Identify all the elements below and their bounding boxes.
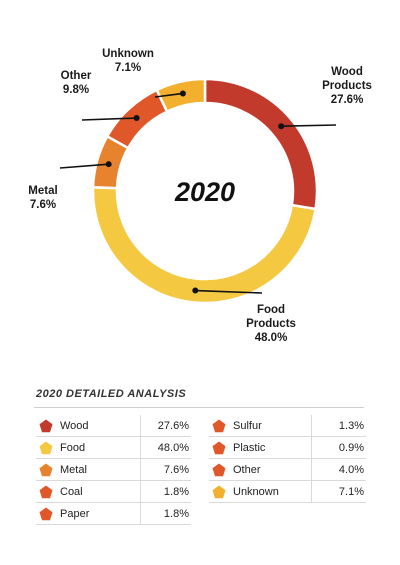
row-value: 48.0% xyxy=(140,436,191,459)
slice-label-line: 7.1% xyxy=(115,62,141,74)
slice-label-line: Products xyxy=(322,80,372,92)
pentagon-icon xyxy=(212,441,226,454)
table-row-metal: Metal 7.6% xyxy=(36,458,191,481)
row-value: 1.8% xyxy=(140,480,191,503)
table-row-coal: Coal 1.8% xyxy=(36,480,191,503)
row-name: Coal xyxy=(56,480,141,503)
slice-food-products xyxy=(91,186,317,305)
icon-cell xyxy=(209,458,229,481)
slice-label-line: 27.6% xyxy=(331,94,364,106)
row-name: Metal xyxy=(56,458,141,481)
pentagon-icon xyxy=(212,485,226,498)
table-row-other: Other 4.0% xyxy=(209,458,366,481)
row-value: 0.9% xyxy=(311,436,366,459)
slice-label-metal: Metal 7.6% xyxy=(28,185,57,211)
analysis-title: 2020 DETAILED ANALYSIS xyxy=(36,388,187,400)
leader-line-other xyxy=(81,117,137,121)
row-value: 4.0% xyxy=(311,458,366,481)
pentagon-icon xyxy=(212,463,226,476)
row-value: 1.3% xyxy=(311,415,366,437)
slice-label-line: Other xyxy=(61,70,92,82)
pentagon-icon xyxy=(39,441,53,454)
slice-label-line: Unknown xyxy=(102,48,154,60)
table-row-unknown: Unknown 7.1% xyxy=(209,480,366,503)
icon-cell xyxy=(36,458,56,481)
pentagon-icon xyxy=(39,507,53,520)
slice-label-line: 9.8% xyxy=(63,84,89,96)
row-name: Plastic xyxy=(229,436,312,459)
slice-label-line: 7.6% xyxy=(30,199,56,211)
leader-line-unknown xyxy=(154,92,184,98)
table-row-plastic: Plastic 0.9% xyxy=(209,436,366,459)
slice-label-line: Wood xyxy=(331,66,363,78)
donut-chart: Wood Products 27.6% Food Products 48.0% Metal 7… xyxy=(28,48,372,344)
pentagon-icon xyxy=(39,463,53,476)
icon-cell xyxy=(209,436,229,459)
leader-dot-wood-products xyxy=(278,123,285,130)
row-name: Wood xyxy=(56,415,141,437)
row-value: 7.6% xyxy=(140,458,191,481)
slice-label-wood-products: Wood Products 27.6% xyxy=(322,66,372,106)
row-name: Unknown xyxy=(229,480,312,503)
leader-line-metal xyxy=(59,163,109,169)
icon-cell xyxy=(36,480,56,503)
row-name: Paper xyxy=(56,502,141,525)
row-value: 27.6% xyxy=(140,415,191,437)
table-row-food: Food 48.0% xyxy=(36,436,191,459)
slice-label-line: 48.0% xyxy=(255,332,288,344)
leader-line-wood-products xyxy=(281,124,337,128)
icon-cell xyxy=(36,415,56,437)
leader-line-food-products xyxy=(195,289,263,294)
slice-label-unknown: Unknown 7.1% xyxy=(102,48,154,74)
icon-cell xyxy=(209,480,229,503)
slice-label-other: Other 9.8% xyxy=(61,70,92,96)
pentagon-icon xyxy=(212,419,226,432)
pentagon-icon xyxy=(39,485,53,498)
slice-label-line: Metal xyxy=(28,185,57,197)
center-year-label: 2020 xyxy=(174,177,235,207)
divider xyxy=(34,407,364,408)
icon-cell xyxy=(36,436,56,459)
slice-label-line: Products xyxy=(246,318,296,330)
icon-cell xyxy=(36,502,56,525)
row-name: Food xyxy=(56,436,141,459)
table-row-sulfur: Sulfur 1.3% xyxy=(209,415,366,437)
row-value: 7.1% xyxy=(311,480,366,503)
icon-cell xyxy=(209,415,229,437)
table-row-paper: Paper 1.8% xyxy=(36,502,191,525)
analysis-table-right: Sulfur 1.3% Plastic 0.9% Other 4.0% Unknown 7.1… xyxy=(209,415,366,503)
row-name: Sulfur xyxy=(229,415,312,437)
pentagon-icon xyxy=(39,419,53,432)
slice-label-food-products: Food Products 48.0% xyxy=(246,304,296,344)
analysis-table-left: Wood 27.6% Food 48.0% Metal 7.6% Coal 1.8% Paper… xyxy=(36,415,191,525)
row-name: Other xyxy=(229,458,312,481)
row-value: 1.8% xyxy=(140,502,191,525)
slice-label-line: Food xyxy=(257,304,285,316)
table-row-wood: Wood 27.6% xyxy=(36,415,191,437)
